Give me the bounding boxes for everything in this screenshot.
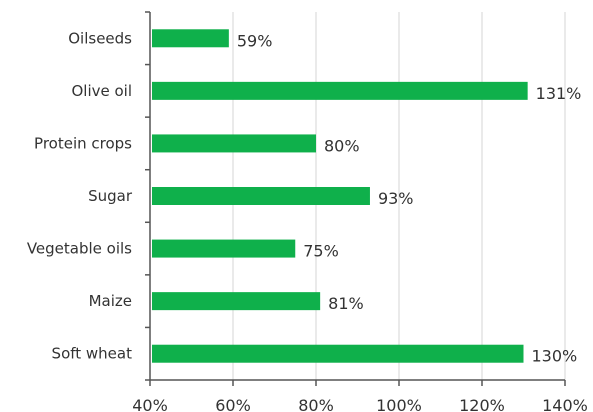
bar-olive-oil — [152, 81, 528, 100]
category-label: Olive oil — [71, 82, 132, 100]
value-label: 75% — [303, 242, 339, 261]
category-label: Protein crops — [34, 134, 132, 152]
bar-sugar — [152, 187, 370, 205]
value-label: 81% — [328, 294, 364, 313]
x-tick-label: 80% — [298, 396, 334, 412]
axes — [145, 11, 566, 386]
category-label: Vegetable oils — [27, 240, 132, 258]
value-label: 131% — [536, 84, 582, 103]
grid-lines — [232, 12, 566, 380]
category-label: Oilseeds — [68, 29, 132, 47]
x-tick-label: 100% — [376, 396, 422, 412]
bar-maize — [152, 292, 321, 311]
category-label: Soft wheat — [52, 345, 133, 363]
bars — [152, 29, 528, 363]
value-label: 93% — [378, 189, 414, 208]
bar-oilseeds — [152, 29, 229, 48]
x-tick-label: 60% — [215, 396, 251, 412]
category-label: Maize — [89, 292, 132, 310]
x-tick-label: 40% — [132, 396, 168, 412]
x-tick-label: 120% — [459, 396, 505, 412]
labels: Oilseeds 59% Olive oil 131% Protein crops 80%… — [27, 29, 588, 412]
bar-vegetable-oils — [152, 239, 296, 258]
x-tick-label: 140% — [542, 396, 588, 412]
category-label: Sugar — [88, 187, 133, 205]
bar-soft-wheat — [152, 344, 524, 363]
value-label: 80% — [324, 136, 360, 155]
value-label: 59% — [237, 31, 273, 50]
value-label: 130% — [532, 347, 578, 366]
bar-protein-crops — [152, 134, 316, 153]
